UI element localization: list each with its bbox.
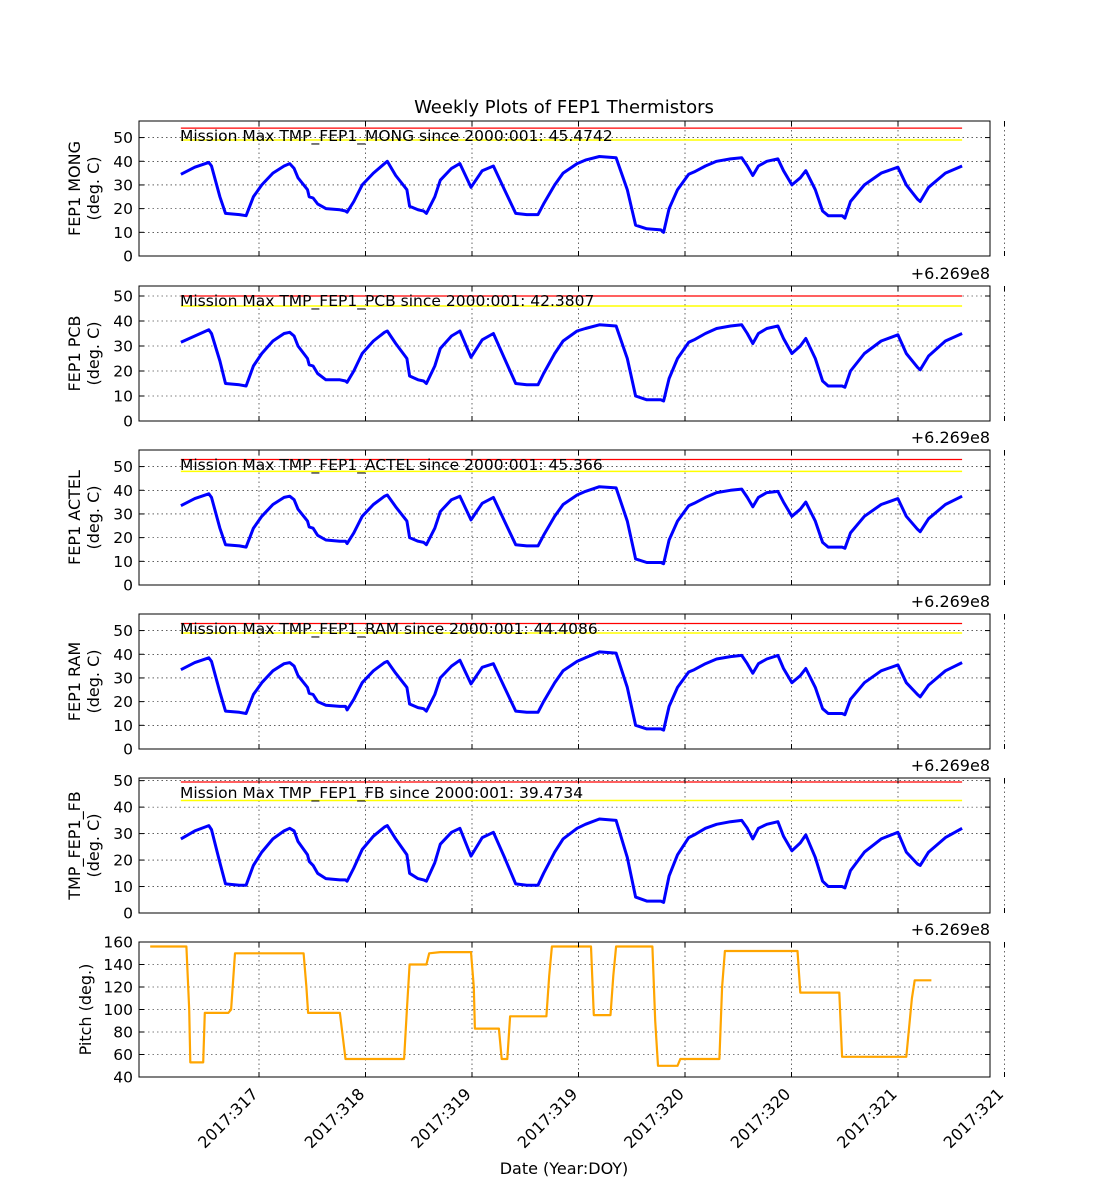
x-tick-label: 2017:320 (727, 1084, 795, 1152)
y-tick-label: 10 (113, 878, 133, 896)
y-tick-label: 10 (113, 388, 133, 406)
y-tick-label: 120 (103, 979, 133, 997)
mission-max-annotation: Mission Max TMP_FEP1_PCB since 2000:001:… (180, 292, 594, 311)
y-tick-label: 50 (113, 622, 133, 640)
subplot-5: Mission Max TMP_FEP1_FB since 2000:001: … (65, 756, 1005, 923)
x-tick-label: 2017:319 (407, 1084, 475, 1152)
y-tick-label: 40 (113, 482, 133, 500)
x-axis-label: Date (Year:DOY) (500, 1159, 629, 1178)
y-axis-label: FEP1 RAM (65, 642, 84, 721)
y-tick-label: 10 (113, 224, 133, 242)
x-tick-label: 2017:318 (301, 1084, 369, 1152)
mission-max-annotation: Mission Max TMP_FEP1_ACTEL since 2000:00… (180, 456, 603, 475)
mission-max-annotation: Mission Max TMP_FEP1_MONG since 2000:001… (180, 127, 613, 146)
y-tick-label: 20 (113, 852, 133, 870)
subplot-3: Mission Max TMP_FEP1_ACTEL since 2000:00… (65, 428, 1005, 595)
y-tick-label: 20 (113, 693, 133, 711)
y-axis-label: Pitch (deg.) (76, 964, 95, 1056)
x-tick-label: 2017:321 (833, 1084, 901, 1152)
subplot-2: Mission Max TMP_FEP1_PCB since 2000:001:… (65, 264, 1005, 431)
y-tick-label: 40 (113, 799, 133, 817)
x-offset-label: +6.269e8 (911, 756, 990, 775)
subplot-1: Mission Max TMP_FEP1_MONG since 2000:001… (65, 120, 1005, 266)
subplot-4: Mission Max TMP_FEP1_RAM since 2000:001:… (65, 592, 1005, 759)
y-tick-label: 10 (113, 717, 133, 735)
y-tick-label: 30 (113, 825, 133, 843)
mission-max-annotation: Mission Max TMP_FEP1_RAM since 2000:001:… (180, 620, 598, 639)
y-axis-label: (deg. C) (84, 322, 103, 386)
y-tick-label: 50 (113, 288, 133, 306)
x-tick-label: 2017:317 (194, 1084, 262, 1152)
x-offset-label: +6.269e8 (911, 264, 990, 283)
y-tick-label: 30 (113, 669, 133, 687)
plot-frame (138, 120, 991, 257)
y-tick-label: 40 (113, 646, 133, 664)
temperature-series-line (180, 650, 963, 732)
y-tick-label: 80 (113, 1024, 133, 1042)
y-tick-label: 30 (113, 176, 133, 194)
x-tick-label: 2017:320 (620, 1084, 688, 1152)
temperature-series-line (180, 817, 963, 904)
mission-max-annotation: Mission Max TMP_FEP1_FB since 2000:001: … (180, 784, 583, 803)
y-tick-label: 100 (103, 1001, 133, 1019)
y-tick-label: 30 (113, 505, 133, 523)
y-tick-label: 40 (113, 1069, 133, 1087)
x-axis: 2017:317 2017:318 2017:319 2017:319 2017:320… (194, 1084, 1007, 1152)
y-tick-label: 20 (113, 363, 133, 381)
y-tick-label: 50 (113, 772, 133, 790)
y-tick-label: 0 (123, 248, 133, 266)
y-tick-label: 0 (123, 577, 133, 595)
plot-frame (138, 449, 991, 586)
plot-frame (138, 285, 991, 422)
x-offset-label: +6.269e8 (911, 428, 990, 447)
y-tick-label: 20 (113, 529, 133, 547)
subplot-6: 40 60 80 100 120 140 160 Pitch (deg.) +6.269e8 (76, 920, 1005, 1087)
pitch-series-line (150, 945, 932, 1067)
plot-frame (138, 777, 991, 914)
subplot-stack: Mission Max TMP_FEP1_MONG since 2000:001… (65, 120, 1005, 1087)
y-axis-label: (deg. C) (84, 814, 103, 878)
x-tick-label: 2017:319 (514, 1084, 582, 1152)
y-tick-label: 0 (123, 741, 133, 759)
y-tick-label: 140 (103, 956, 133, 974)
figure-title: Weekly Plots of FEP1 Thermistors (414, 97, 714, 118)
y-axis-label: FEP1 PCB (65, 315, 84, 391)
x-offset-label: +6.269e8 (911, 592, 990, 611)
y-tick-label: 0 (123, 905, 133, 923)
plot-frame (138, 613, 991, 750)
y-tick-label: 50 (113, 458, 133, 476)
y-tick-label: 60 (113, 1046, 133, 1064)
y-axis-label: TMP_FEP1_FB (65, 791, 85, 901)
y-tick-label: 160 (103, 934, 133, 952)
temperature-series-line (180, 323, 963, 403)
temperature-series-line (180, 155, 963, 234)
y-axis-label: FEP1 ACTEL (65, 470, 84, 565)
y-tick-label: 40 (113, 153, 133, 171)
y-axis-label: FEP1 MONG (65, 141, 84, 236)
x-offset-label: +6.269e8 (911, 920, 990, 939)
y-axis-label: (deg. C) (84, 157, 103, 221)
y-tick-label: 30 (113, 338, 133, 356)
y-axis-label: (deg. C) (84, 650, 103, 714)
temperature-series-line (180, 485, 963, 566)
y-tick-label: 10 (113, 553, 133, 571)
x-tick-label: 2017:321 (940, 1084, 1008, 1152)
y-axis-label: (deg. C) (84, 486, 103, 550)
y-tick-label: 50 (113, 129, 133, 147)
y-tick-label: 40 (113, 313, 133, 331)
y-tick-label: 0 (123, 413, 133, 431)
y-tick-label: 20 (113, 200, 133, 218)
